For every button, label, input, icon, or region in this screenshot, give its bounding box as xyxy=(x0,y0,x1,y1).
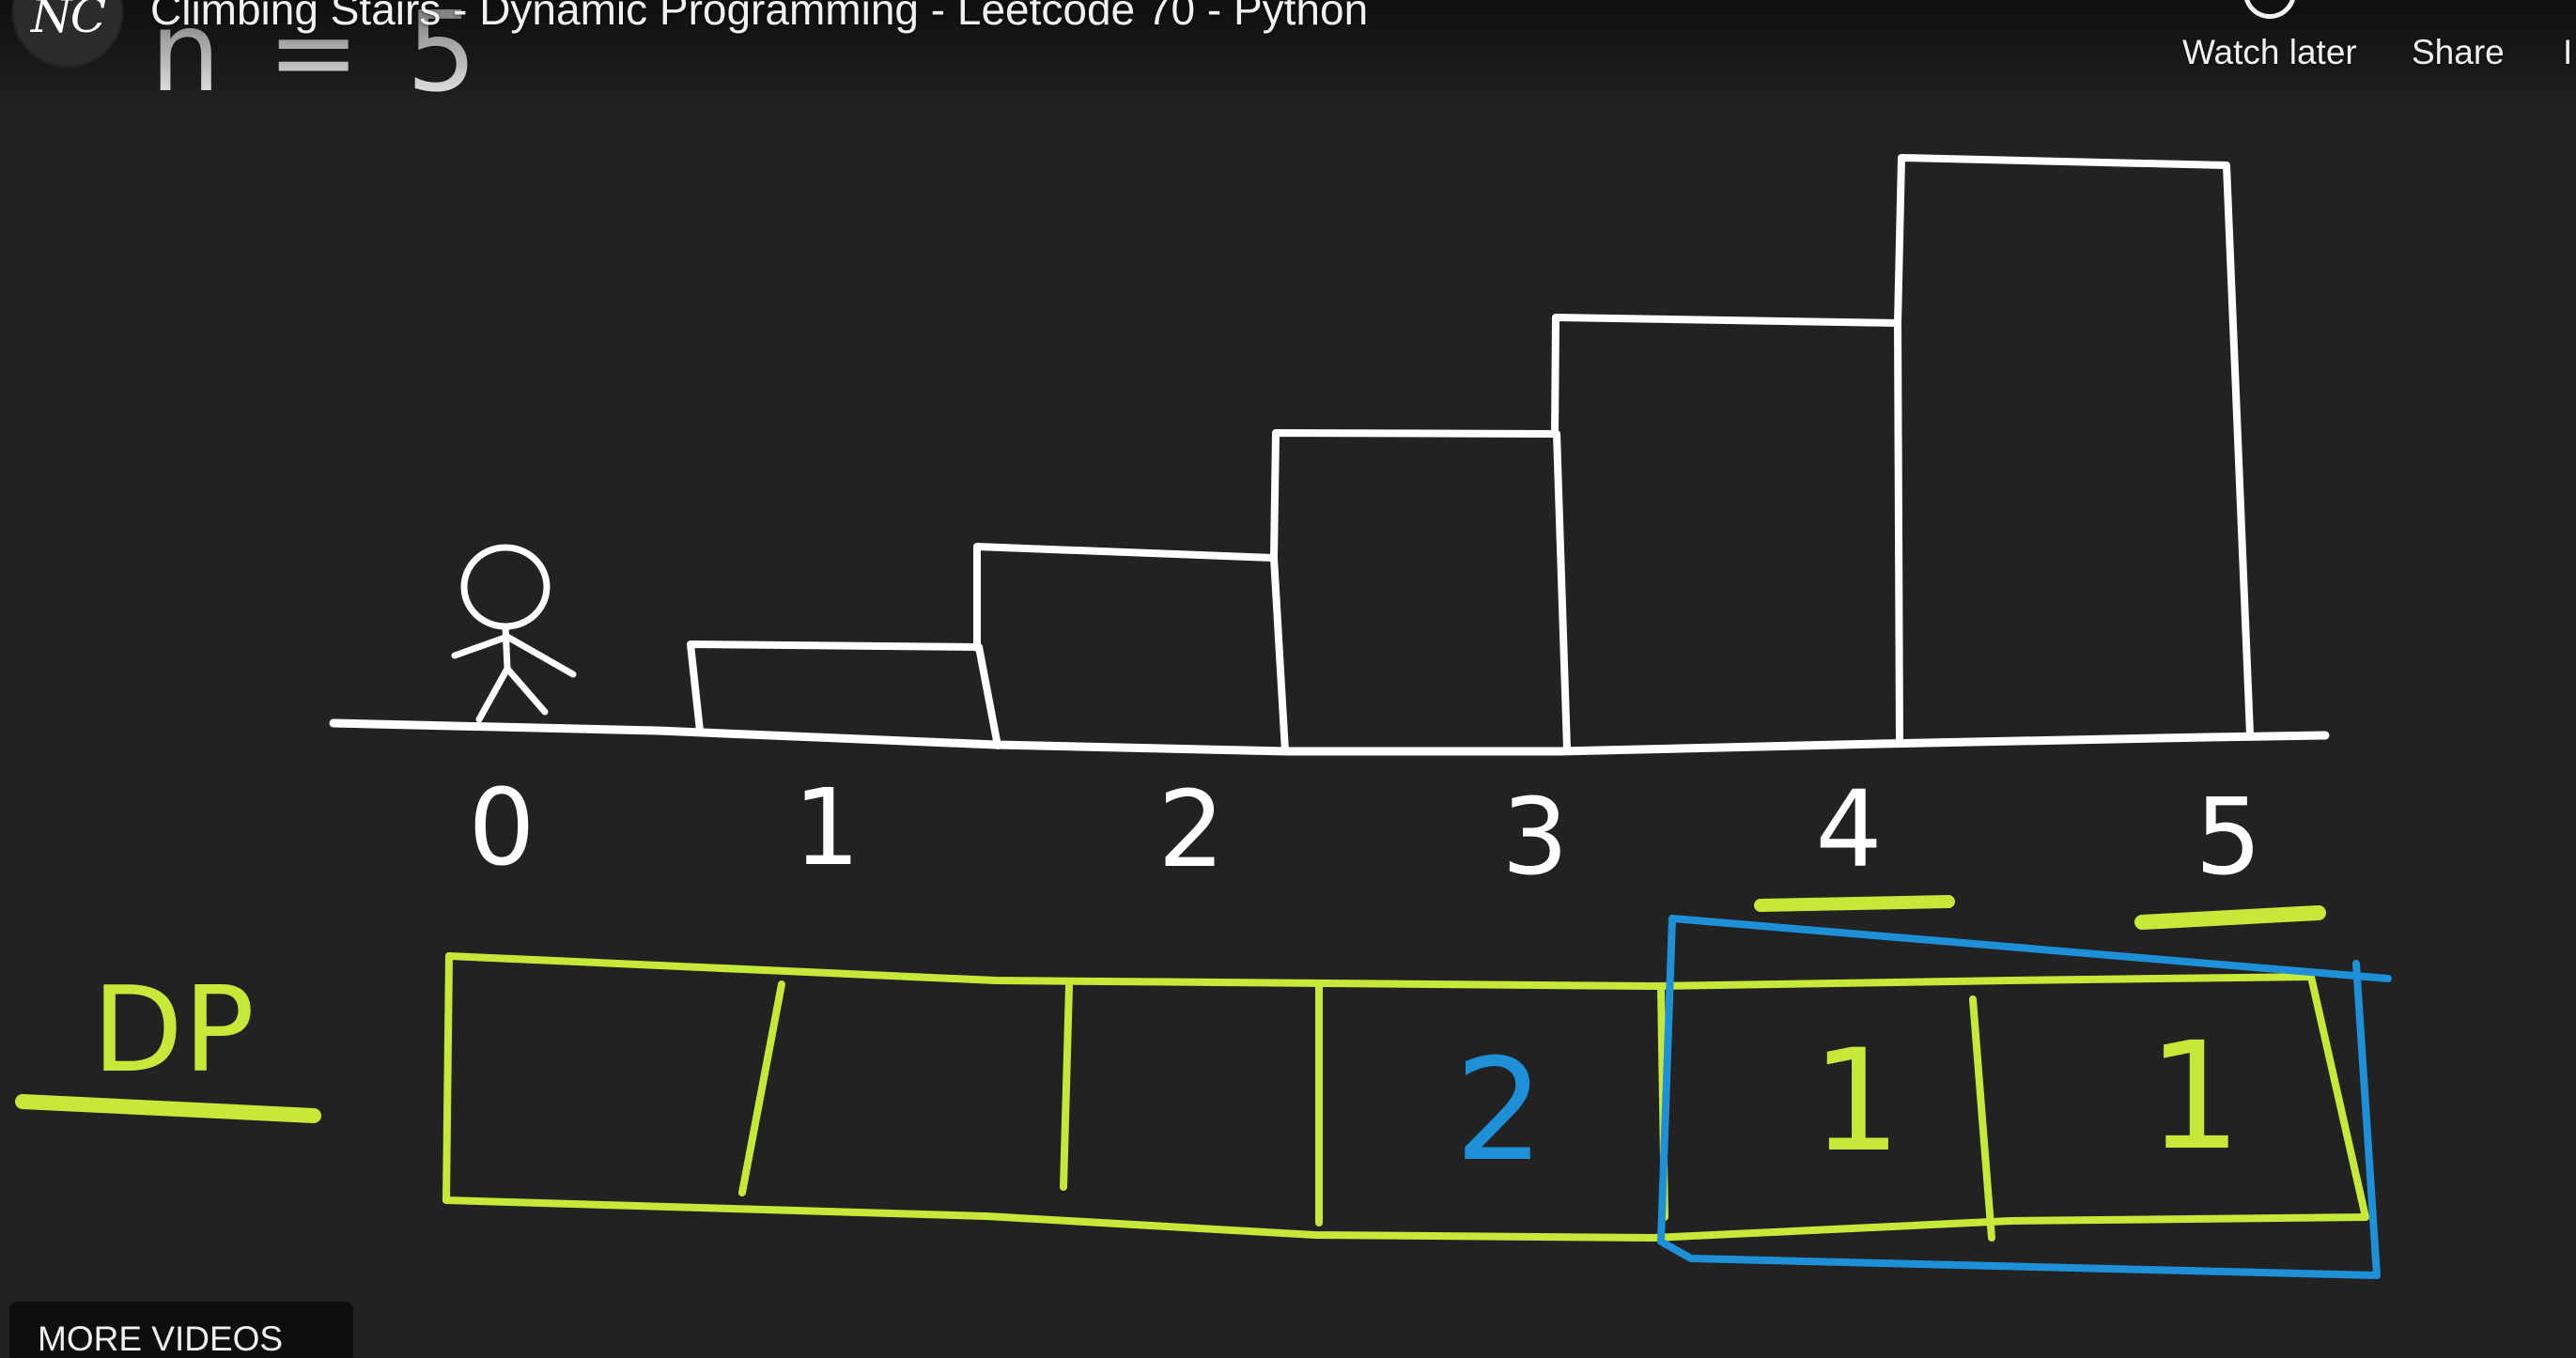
stair-label: 2 xyxy=(1157,769,1224,891)
more-actions-button[interactable]: I xyxy=(2563,32,2576,73)
stair-label: 0 xyxy=(468,767,535,889)
more-actions-label: I xyxy=(2563,33,2573,71)
person-icon xyxy=(451,544,577,723)
more-videos-button[interactable]: MORE VIDEOS xyxy=(9,1302,353,1358)
underline-4 xyxy=(1754,895,1955,912)
stair-label: 3 xyxy=(1501,777,1568,899)
stair-label: 5 xyxy=(2195,777,2261,899)
stair-label: 1 xyxy=(793,767,860,889)
underline-5 xyxy=(2134,905,2326,930)
dp-value: 1 xyxy=(2148,1011,2242,1183)
stair-labels: 0 1 2 3 4 5 xyxy=(468,767,2261,899)
dp-array xyxy=(442,952,2369,1242)
share-button[interactable]: Share xyxy=(2412,32,2505,73)
ground-line xyxy=(329,718,2330,756)
dp-label: DP xyxy=(92,961,255,1099)
channel-logo: NC xyxy=(30,0,106,43)
video-title[interactable]: Climbing Stairs - Dynamic Programming - … xyxy=(150,0,1369,34)
highlight-box xyxy=(1657,915,2392,1279)
staircase xyxy=(687,154,2254,755)
share-label: Share xyxy=(2412,33,2505,71)
dp-value: 2 xyxy=(1454,1029,1544,1193)
dp-value: 1 xyxy=(1811,1020,1901,1183)
watch-later-button[interactable]: Watch later xyxy=(2182,0,2357,73)
stair-label: 4 xyxy=(1815,769,1882,891)
dp-underline xyxy=(15,1094,321,1123)
watch-later-label: Watch later xyxy=(2182,33,2357,71)
